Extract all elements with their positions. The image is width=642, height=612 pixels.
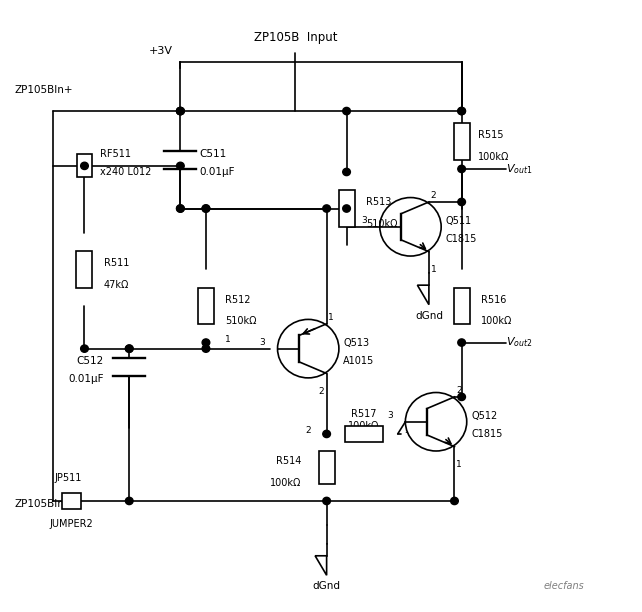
Text: C1815: C1815 — [471, 429, 503, 439]
Bar — [198, 288, 214, 324]
Bar — [454, 288, 469, 324]
Text: dGnd: dGnd — [313, 581, 341, 591]
Text: +3V: +3V — [149, 47, 173, 56]
Text: 1: 1 — [225, 335, 231, 344]
Text: RF511: RF511 — [100, 149, 132, 159]
Circle shape — [125, 345, 133, 353]
Text: 100kΩ: 100kΩ — [348, 421, 379, 431]
Text: ZP105B  Input: ZP105B Input — [254, 31, 337, 44]
Text: R511: R511 — [103, 258, 129, 268]
Circle shape — [81, 345, 89, 353]
Circle shape — [323, 498, 331, 505]
Circle shape — [343, 205, 351, 212]
Text: JUMPER2: JUMPER2 — [50, 519, 94, 529]
Circle shape — [458, 339, 465, 346]
Circle shape — [125, 345, 133, 353]
Circle shape — [380, 198, 441, 256]
Text: C511: C511 — [200, 149, 227, 159]
Text: ZP105BIn+: ZP105BIn+ — [14, 84, 73, 95]
Text: Q511: Q511 — [446, 215, 472, 226]
Text: elecfans: elecfans — [544, 581, 584, 591]
Text: 47kΩ: 47kΩ — [103, 280, 129, 289]
Polygon shape — [315, 556, 327, 575]
Bar — [454, 123, 469, 160]
Circle shape — [202, 205, 210, 212]
Text: JP511: JP511 — [55, 472, 82, 483]
Circle shape — [177, 107, 184, 114]
Text: R514: R514 — [275, 457, 301, 466]
Text: R515: R515 — [478, 130, 503, 140]
Circle shape — [458, 107, 465, 114]
Text: 2: 2 — [431, 192, 436, 201]
Text: R512: R512 — [225, 295, 250, 305]
Text: C1815: C1815 — [446, 234, 477, 244]
Text: 510kΩ: 510kΩ — [225, 316, 257, 326]
Text: 1: 1 — [456, 460, 462, 469]
Circle shape — [177, 205, 184, 212]
Text: 2: 2 — [456, 386, 462, 395]
Text: $V_{out2}$: $V_{out2}$ — [507, 335, 533, 349]
Text: 2: 2 — [305, 427, 311, 435]
Circle shape — [343, 168, 351, 176]
Circle shape — [125, 498, 133, 505]
Text: A1015: A1015 — [343, 356, 375, 366]
Text: 2: 2 — [318, 387, 324, 396]
Text: 0.01μF: 0.01μF — [200, 167, 235, 177]
Text: R513: R513 — [366, 198, 391, 207]
Bar — [76, 251, 92, 288]
Text: Q513: Q513 — [343, 338, 370, 348]
Circle shape — [405, 392, 467, 451]
Text: $V_{out1}$: $V_{out1}$ — [507, 162, 533, 176]
Circle shape — [458, 107, 465, 114]
Circle shape — [177, 162, 184, 170]
Text: x240 L012: x240 L012 — [100, 167, 152, 177]
Text: 100kΩ: 100kΩ — [270, 478, 301, 488]
Circle shape — [458, 165, 465, 173]
Text: R516: R516 — [481, 295, 506, 305]
Circle shape — [323, 205, 331, 212]
Circle shape — [202, 339, 210, 346]
Bar — [345, 427, 383, 441]
Text: 3: 3 — [404, 427, 410, 435]
Circle shape — [177, 107, 184, 114]
Circle shape — [277, 319, 339, 378]
Text: 3: 3 — [387, 411, 393, 420]
Circle shape — [177, 107, 184, 114]
Text: dGnd: dGnd — [415, 311, 443, 321]
Text: 100kΩ: 100kΩ — [481, 316, 512, 326]
Text: 3: 3 — [259, 338, 265, 347]
Circle shape — [81, 162, 89, 170]
Text: 0.01μF: 0.01μF — [68, 374, 103, 384]
Text: C512: C512 — [76, 356, 103, 366]
Text: R517: R517 — [351, 409, 376, 419]
Circle shape — [451, 498, 458, 505]
Circle shape — [323, 430, 331, 438]
Text: ZP105BIn-: ZP105BIn- — [14, 499, 68, 509]
Bar — [318, 450, 334, 484]
Bar — [62, 493, 82, 509]
Polygon shape — [417, 285, 429, 305]
Text: 100kΩ: 100kΩ — [478, 152, 509, 162]
Circle shape — [343, 107, 351, 114]
Circle shape — [458, 198, 465, 206]
Text: 1: 1 — [328, 313, 334, 323]
Circle shape — [177, 205, 184, 212]
Text: 510kΩ: 510kΩ — [366, 218, 397, 229]
Bar — [78, 154, 92, 177]
Text: 3: 3 — [361, 216, 367, 225]
Text: 1: 1 — [431, 266, 437, 274]
Bar — [338, 190, 354, 227]
Text: Q512: Q512 — [471, 411, 498, 420]
Circle shape — [202, 205, 210, 212]
Circle shape — [202, 345, 210, 353]
Circle shape — [458, 394, 465, 400]
